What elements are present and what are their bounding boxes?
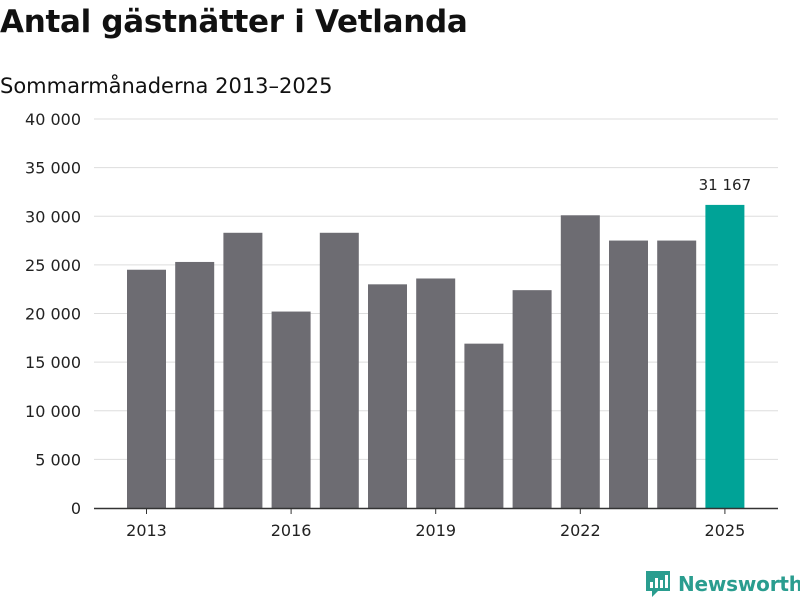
y-tick-label: 20 000: [25, 305, 81, 324]
bar-2023: [609, 240, 648, 508]
x-tick-label: 2016: [271, 521, 312, 540]
bar-2016: [271, 311, 311, 508]
bar-2025: [705, 204, 745, 508]
bar-2021: [512, 290, 552, 508]
data-labels: 31 167: [699, 176, 752, 194]
bar-2017: [319, 232, 359, 508]
bar-2020: [464, 343, 504, 508]
y-tick-label: 5 000: [35, 450, 81, 469]
x-axis-ticks: 2013 2016 2019 2022 2025: [126, 508, 745, 540]
x-tick-label: 2025: [705, 521, 746, 540]
bar-2024: [657, 240, 697, 508]
y-tick-label: 15 000: [25, 353, 81, 372]
y-tick-label: 30 000: [25, 207, 81, 226]
brand: Newsworthy: [644, 569, 800, 599]
y-tick-label: 0: [71, 499, 81, 518]
y-tick-label: 25 000: [25, 256, 81, 275]
bar-2022: [560, 215, 600, 508]
bars: [127, 204, 745, 508]
y-axis-tick-labels: 0 5 000 10 000 15 000 20 000 25 000 30 000 35 0…: [25, 110, 81, 518]
newsworthy-logo-icon: [646, 571, 670, 597]
y-tick-label: 40 000: [25, 110, 81, 129]
y-tick-label: 10 000: [25, 402, 81, 421]
brand-name: Newsworthy: [678, 572, 800, 596]
bar-2014: [175, 261, 215, 508]
x-tick-label: 2022: [560, 521, 601, 540]
x-tick-label: 2019: [415, 521, 456, 540]
chart-title: Antal gästnätter i Vetlanda: [0, 4, 468, 40]
data-label: 31 167: [699, 176, 752, 194]
x-tick-label: 2013: [126, 521, 167, 540]
bar-2018: [368, 284, 407, 508]
chart-subtitle: Sommarmånaderna 2013–2025: [0, 74, 333, 98]
bar-2019: [416, 278, 456, 508]
bar-2013: [127, 269, 166, 508]
bar-2015: [223, 232, 263, 508]
y-tick-label: 35 000: [25, 159, 81, 178]
